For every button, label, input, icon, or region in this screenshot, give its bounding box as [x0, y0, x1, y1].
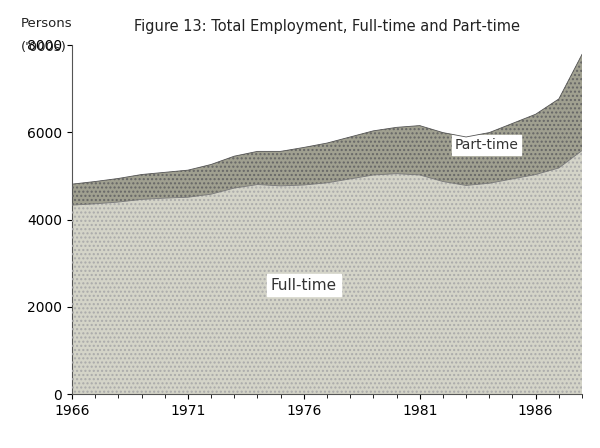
Text: Full-time: Full-time [271, 278, 337, 293]
Text: Part-time: Part-time [455, 138, 518, 152]
Text: Persons: Persons [21, 17, 73, 30]
Text: ('000s): ('000s) [21, 41, 67, 54]
Title: Figure 13: Total Employment, Full-time and Part-time: Figure 13: Total Employment, Full-time a… [134, 19, 520, 34]
